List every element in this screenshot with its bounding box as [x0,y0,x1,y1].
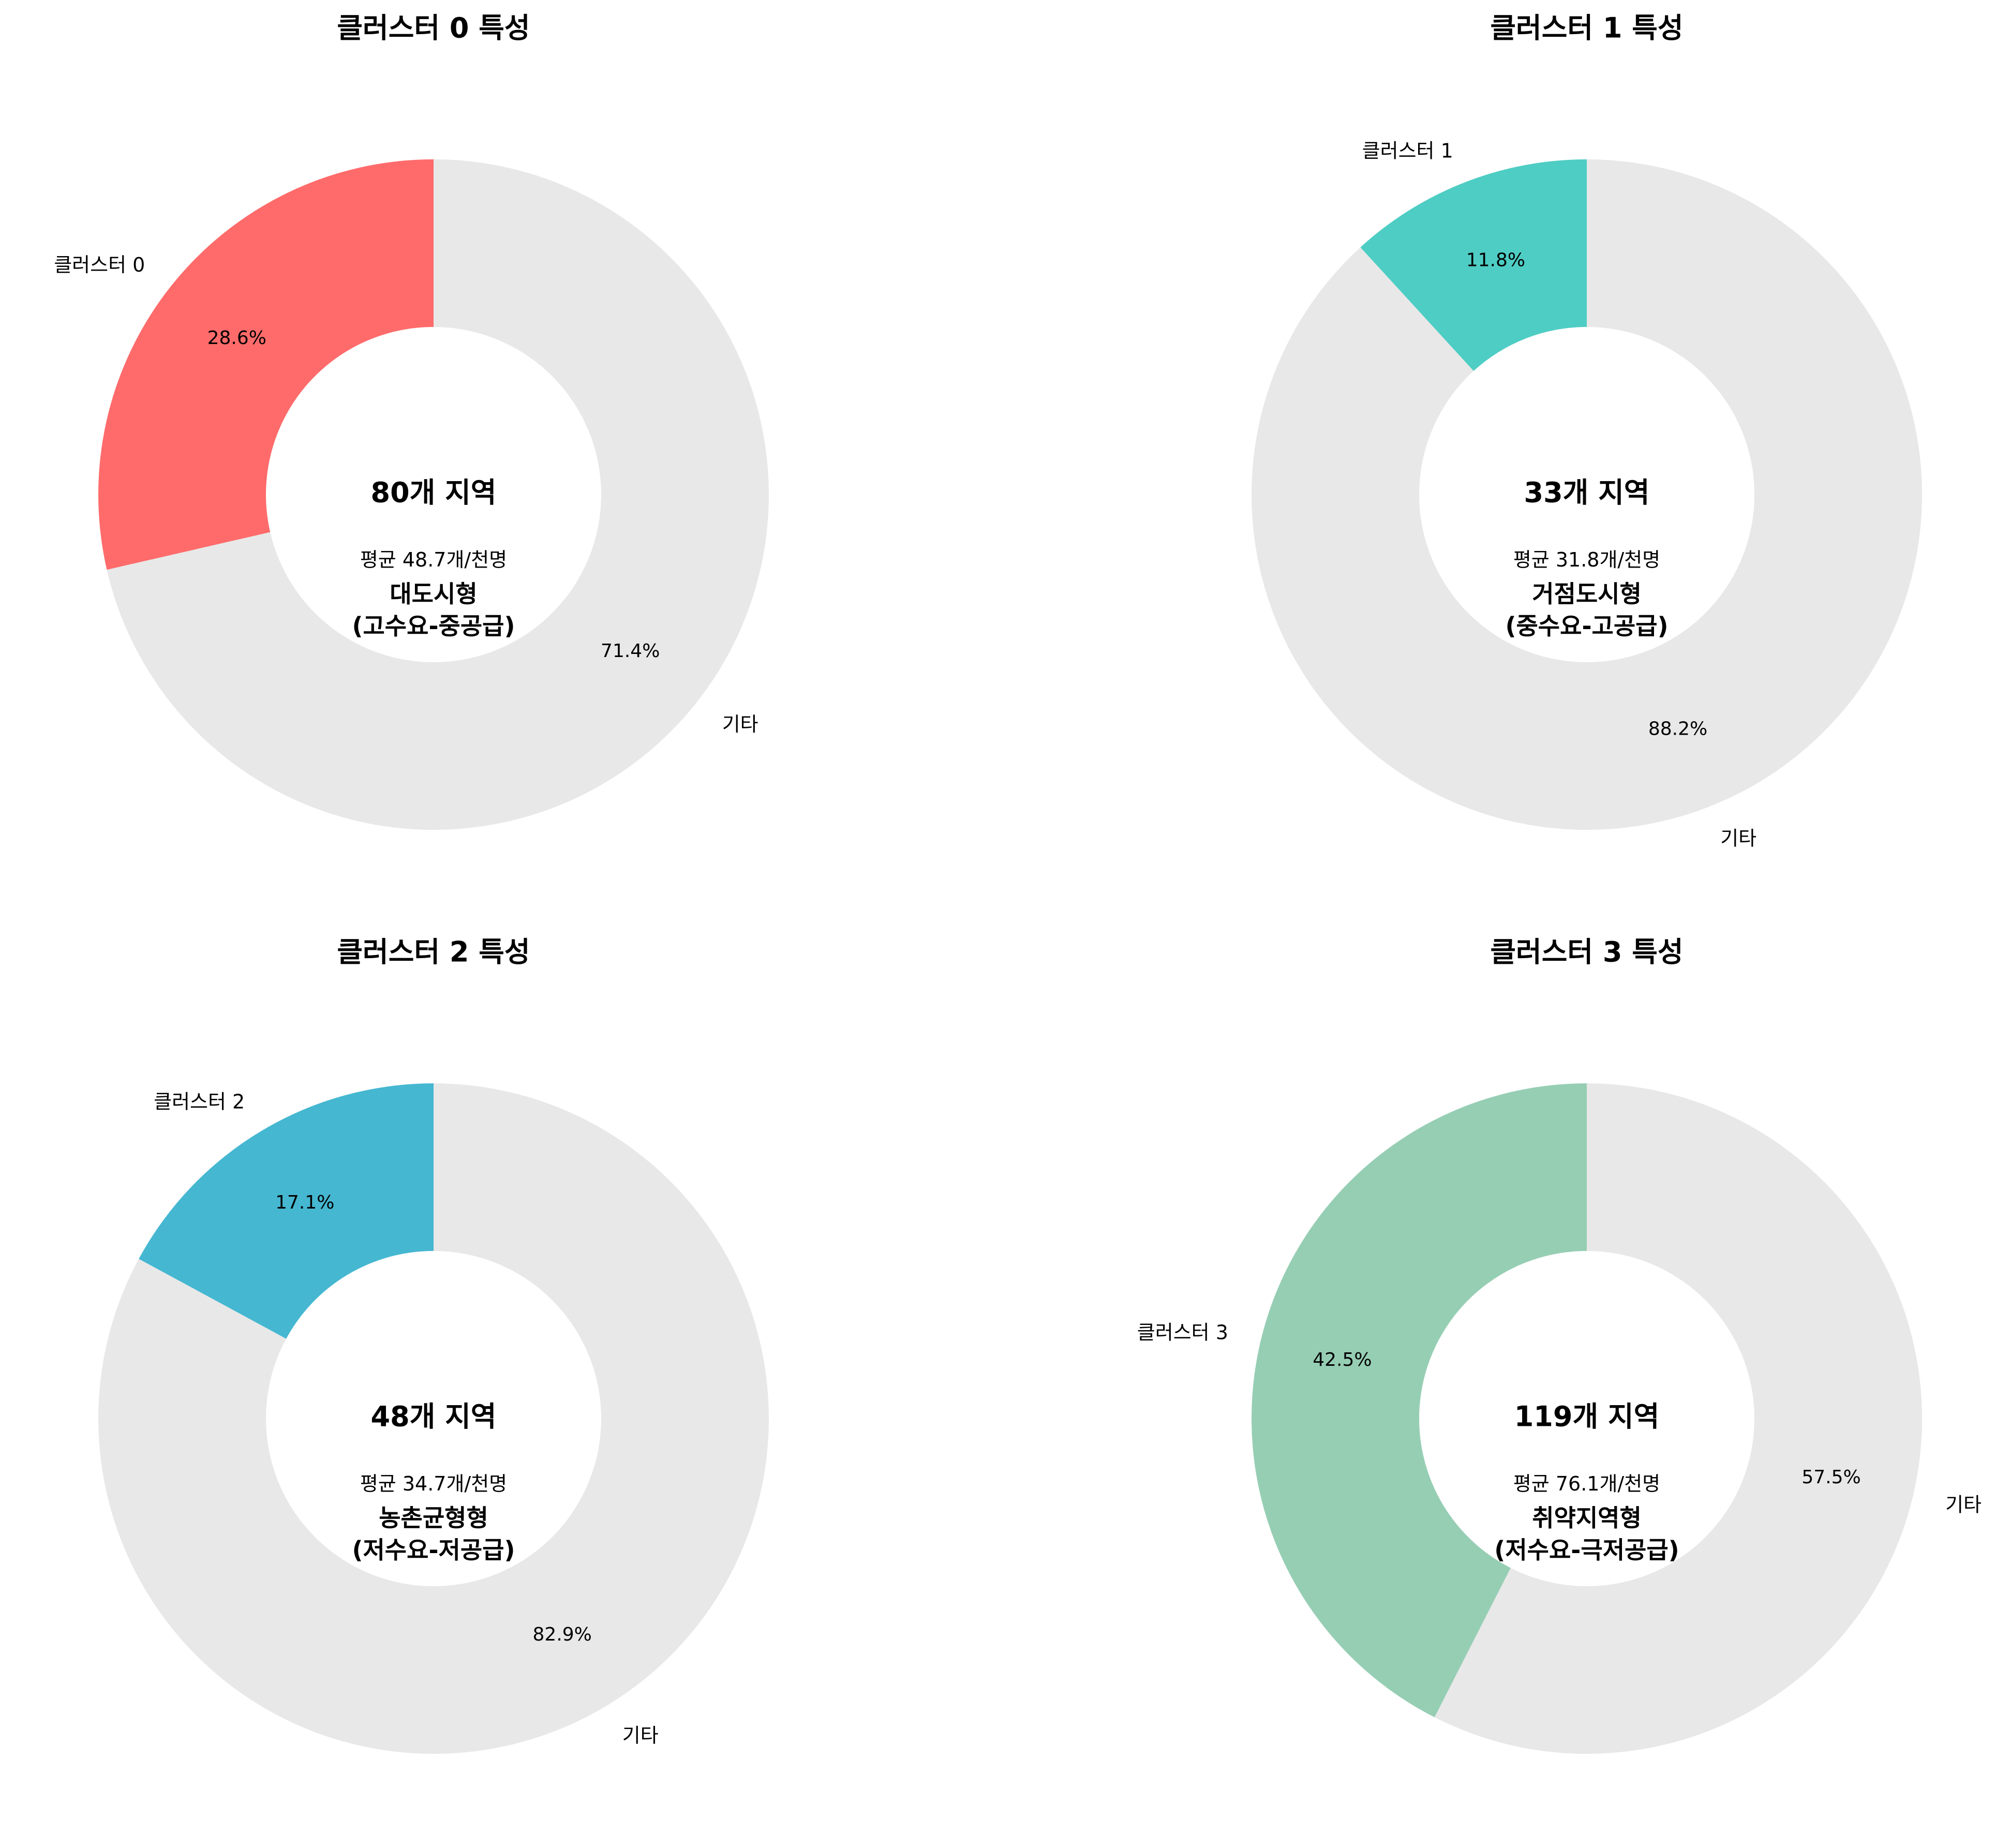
slice-percent-label: 42.5% [1313,1349,1372,1370]
donut-slice [1252,159,1922,830]
center-cluster-type: 농촌균형형 [379,1504,488,1532]
center-cluster-type: 대도시형 [390,580,477,608]
slice-label: 클러스터 0 [54,254,145,276]
slice-percent-label: 28.6% [207,327,266,349]
donut-slice [98,159,434,570]
chart-title: 클러스터 0 특성 [337,12,530,44]
slice-label: 클러스터 2 [154,1091,245,1113]
slice-label: 기타 [622,1724,659,1747]
center-average: 평균 48.7개/천명 [360,548,507,571]
center-region-count: 33개 지역 [1524,476,1650,509]
chart-title: 클러스터 2 특성 [337,936,530,968]
center-average: 평균 34.7개/천명 [360,1472,507,1495]
donut-slice [1360,159,1587,371]
center-region-count: 48개 지역 [371,1400,497,1433]
slice-label: 클러스터 3 [1137,1321,1228,1344]
center-cluster-subtype: (중수요-고공급) [1505,612,1668,640]
donut-slice [98,1083,769,1754]
donut-slice [139,1083,434,1339]
slice-percent-label: 17.1% [275,1192,334,1213]
donut-slice [107,159,769,830]
slice-label: 기타 [1945,1493,1982,1516]
chart-title: 클러스터 3 특성 [1490,936,1683,968]
slice-label: 기타 [1720,827,1756,850]
center-average: 평균 76.1개/천명 [1513,1472,1660,1495]
center-average: 평균 31.8개/천명 [1513,548,1660,571]
center-cluster-subtype: (저수요-극저공급) [1494,1536,1679,1564]
center-region-count: 119개 지역 [1514,1400,1660,1433]
slice-percent-label: 57.5% [1801,1467,1860,1488]
chart-title: 클러스터 1 특성 [1490,12,1683,44]
donut-slice [1252,1083,1587,1718]
center-cluster-subtype: (고수요-중공급) [352,612,515,640]
slice-percent-label: 88.2% [1648,718,1707,739]
center-cluster-subtype: (저수요-저공급) [352,1536,515,1564]
slice-label: 기타 [722,713,758,736]
slice-percent-label: 71.4% [601,640,660,662]
donut-slice [1434,1083,1922,1754]
slice-percent-label: 11.8% [1466,250,1525,271]
center-region-count: 80개 지역 [371,476,497,509]
center-cluster-type: 취약지역형 [1532,1504,1642,1532]
center-cluster-type: 거점도시형 [1532,580,1642,608]
slice-label: 클러스터 1 [1362,140,1453,162]
slice-percent-label: 82.9% [533,1624,592,1645]
